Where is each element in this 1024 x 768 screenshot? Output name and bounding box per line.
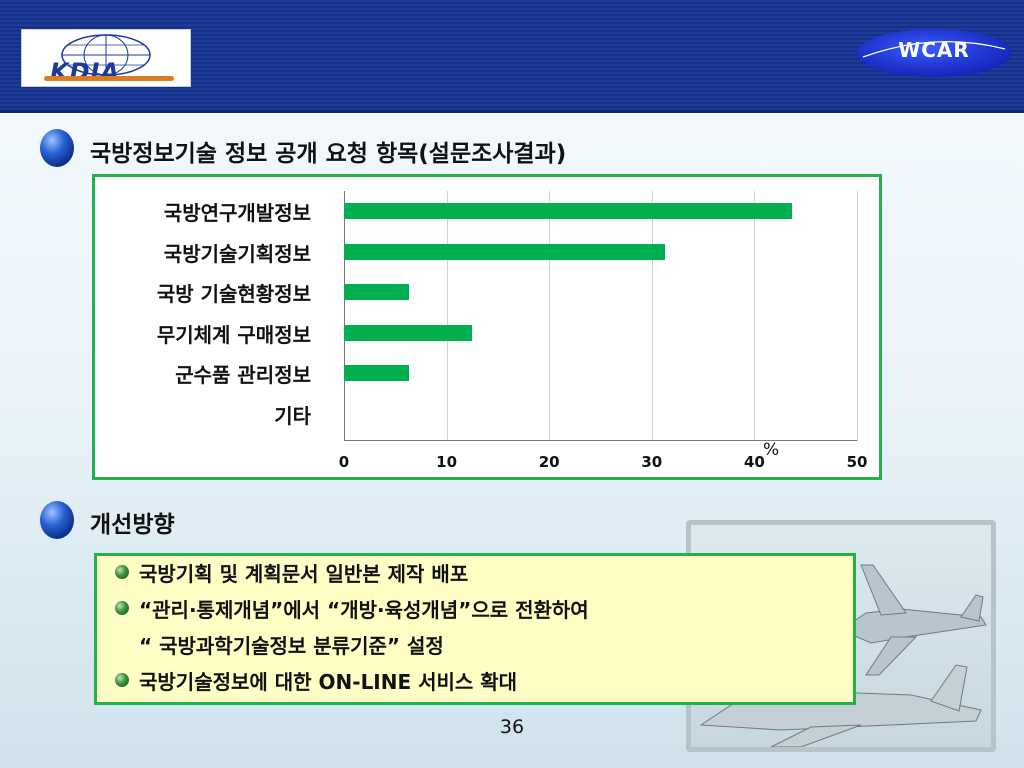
wcar-badge-icon — [857, 29, 1011, 77]
page-number: 36 — [499, 716, 525, 738]
bar — [344, 284, 409, 301]
section-title-disclosure: 국방정보기술 정보 공개 요청 항목(설문조사결과) — [90, 141, 567, 167]
gridline — [549, 191, 551, 441]
header-banner: KDIA WCAR — [0, 0, 1024, 113]
improvement-line-3: “ 국방과학기술정보 분류기준” 설정 — [139, 634, 444, 658]
globe-icon — [61, 34, 151, 76]
gridline — [651, 191, 653, 441]
bar — [344, 203, 793, 220]
x-tick-label: 0 — [338, 453, 350, 471]
kdia-logo: KDIA — [21, 29, 191, 87]
logo-swoosh — [44, 76, 174, 81]
improvement-line-4: 국방기술정보에 대한 ON-LINE 서비스 확대 — [139, 670, 518, 694]
x-tick-label: 20 — [538, 453, 560, 471]
bar — [344, 324, 473, 341]
x-tick-label: 10 — [436, 453, 458, 471]
gridline — [857, 191, 858, 441]
category-label: 국방기술기획정보 — [163, 241, 311, 266]
section-bullet-icon — [40, 129, 74, 167]
category-label: 국방연구개발정보 — [163, 201, 311, 226]
gridline — [446, 191, 448, 441]
bullet-dot-icon — [115, 673, 129, 687]
x-tick-label: 30 — [641, 453, 663, 471]
category-label: 군수품 관리정보 — [175, 363, 311, 388]
category-label: 무기체계 구매정보 — [156, 322, 311, 347]
bullet-dot-icon — [115, 601, 129, 615]
bullet-dot-icon — [115, 565, 129, 579]
gridline — [754, 191, 756, 441]
improvement-box: 국방기획 및 계획문서 일반본 제작 배포 “관리·통제개념”에서 “개방·육성… — [94, 553, 856, 705]
x-tick-label: 40 — [743, 453, 765, 471]
bar — [344, 243, 666, 260]
x-tick-label: 50 — [846, 453, 868, 471]
improvement-line-1: 국방기획 및 계획문서 일반본 제작 배포 — [139, 562, 469, 586]
y-axis-line — [344, 191, 345, 441]
section-bullet-icon — [40, 501, 74, 539]
unit-label: % — [763, 440, 780, 460]
wcar-badge-text: WCAR — [898, 38, 970, 62]
improvement-line-2: “관리·통제개념”에서 “개방·육성개념”으로 전환하여 — [139, 598, 589, 622]
x-axis-line — [344, 440, 857, 441]
category-label: 국방 기술현황정보 — [156, 282, 311, 307]
section-title-improvement: 개선방향 — [90, 512, 175, 538]
bar — [344, 365, 409, 382]
category-label: 기타 — [274, 403, 311, 428]
logo-text: KDIA — [50, 58, 121, 86]
